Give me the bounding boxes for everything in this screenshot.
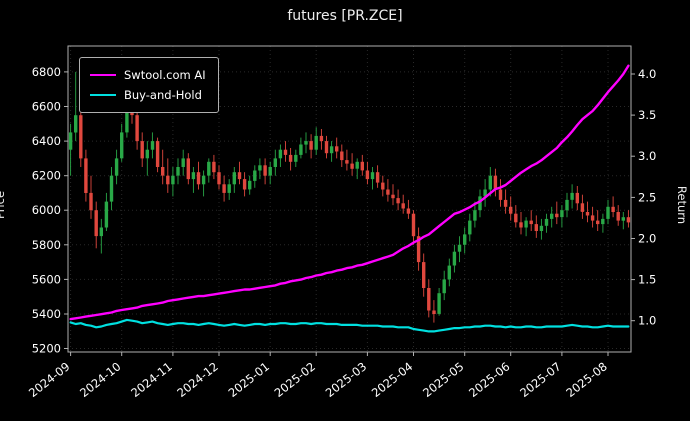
y-axis-label-return: Return (674, 185, 689, 225)
svg-text:5600: 5600 (32, 272, 61, 286)
svg-text:3.0: 3.0 (638, 149, 656, 163)
legend: Swtool.com AI Buy-and-Hold (79, 57, 219, 113)
gridlines (68, 46, 631, 352)
svg-text:2024-12: 2024-12 (174, 359, 220, 400)
svg-text:2025-03: 2025-03 (323, 359, 369, 400)
svg-text:2025-01: 2025-01 (226, 359, 272, 400)
svg-text:2.0: 2.0 (638, 232, 656, 246)
axis-ticks: 5200 5400 5600 5800 6000 6200 6400 6600 6800 1.0 1… (26, 65, 656, 400)
svg-text:2025-04: 2025-04 (369, 359, 415, 400)
svg-text:2024-11: 2024-11 (128, 359, 174, 400)
svg-text:2024-10: 2024-10 (77, 359, 123, 400)
svg-text:1.0: 1.0 (638, 314, 656, 328)
svg-text:2025-06: 2025-06 (466, 359, 512, 400)
plot-border (67, 45, 632, 353)
magenta-line-swatch (90, 74, 116, 76)
svg-text:5200: 5200 (32, 342, 61, 356)
svg-text:6000: 6000 (32, 203, 61, 217)
y-axis-label-price: Price (0, 190, 8, 220)
svg-text:2025-05: 2025-05 (420, 359, 466, 400)
svg-text:5800: 5800 (32, 238, 61, 252)
svg-text:2025-07: 2025-07 (517, 359, 563, 400)
svg-text:6200: 6200 (32, 169, 61, 183)
svg-text:6800: 6800 (32, 65, 61, 79)
svg-text:2025-08: 2025-08 (563, 359, 609, 400)
legend-item-swtool: Swtool.com AI (90, 65, 206, 85)
series-line-1 (69, 318, 630, 333)
svg-text:3.5: 3.5 (638, 108, 656, 122)
svg-text:2024-09: 2024-09 (26, 359, 72, 400)
cyan-line-swatch (90, 94, 116, 96)
legend-label: Swtool.com AI (124, 68, 206, 82)
chart-title: futures [PR.ZCE] (287, 8, 403, 24)
legend-item-buyhold: Buy-and-Hold (90, 85, 206, 105)
svg-text:2025-02: 2025-02 (272, 359, 318, 400)
svg-text:4.0: 4.0 (638, 67, 656, 81)
svg-text:6400: 6400 (32, 134, 61, 148)
svg-text:2.5: 2.5 (638, 190, 656, 204)
legend-label: Buy-and-Hold (124, 88, 202, 102)
svg-text:1.5: 1.5 (638, 273, 656, 287)
series-line-0 (69, 64, 630, 321)
svg-text:6600: 6600 (32, 100, 61, 114)
svg-text:5400: 5400 (32, 307, 61, 321)
